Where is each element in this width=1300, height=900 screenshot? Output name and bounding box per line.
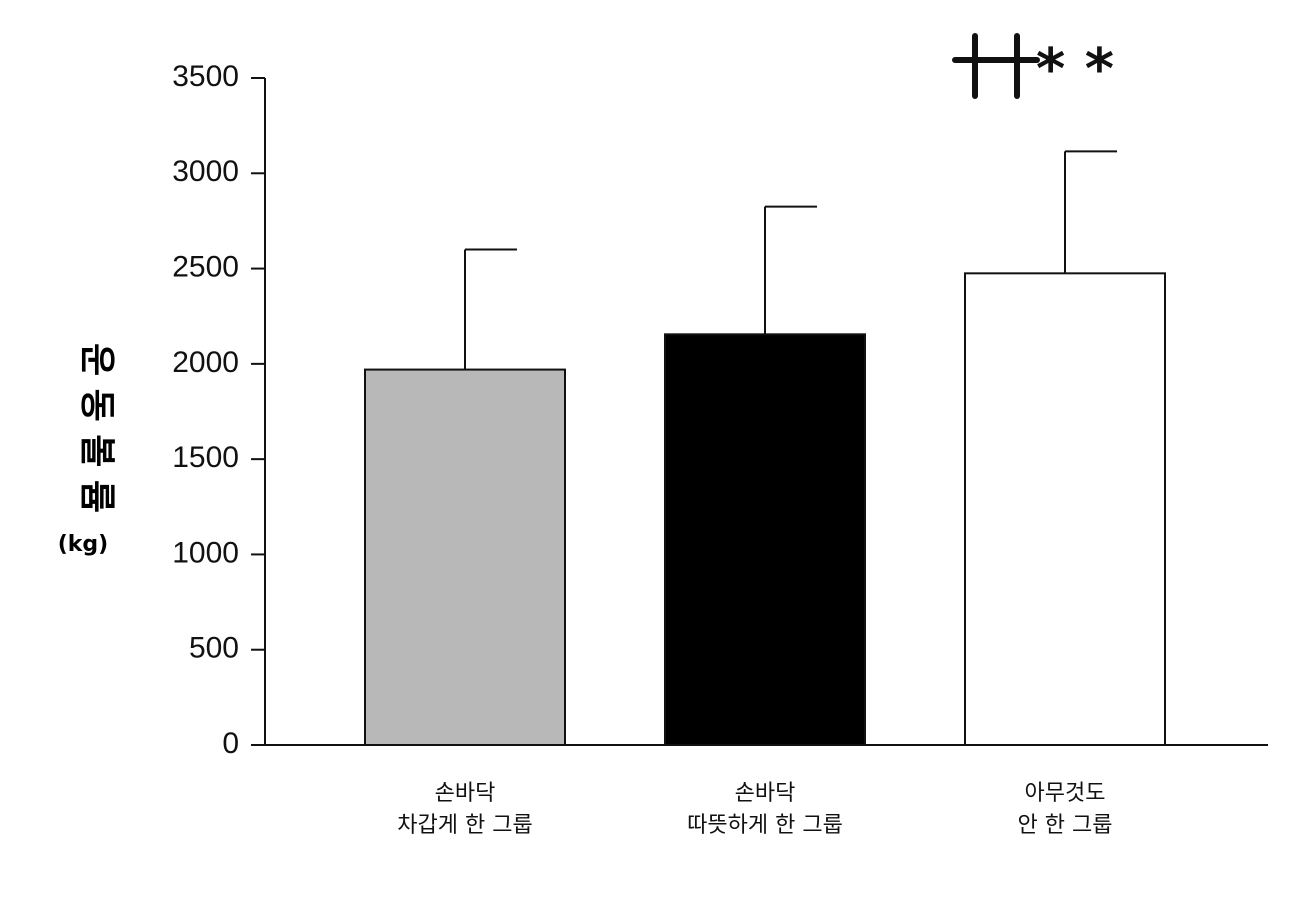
x-category-label: 손바닥 — [735, 781, 796, 806]
y-tick-label: 3000 — [172, 155, 239, 188]
bars — [364, 150, 1166, 746]
x-category-label: 아무것도 — [1025, 781, 1106, 806]
y-axis-unit: (kg) — [58, 532, 109, 557]
bar — [364, 368, 566, 746]
y-axis: 0 500 1000 1500 2000 2500 3000 3500 — [172, 60, 266, 760]
y-tick-label: 500 — [189, 632, 239, 665]
significance-stars: * * — [1036, 37, 1114, 102]
y-tick-label: 1500 — [172, 441, 239, 474]
significance-annotation: * * — [952, 33, 1114, 102]
y-axis-title: 운 동 볼 륨 — [76, 343, 117, 513]
bar — [964, 272, 1166, 746]
y-tick-label: 3500 — [172, 60, 239, 93]
y-tick-label: 2500 — [172, 250, 239, 283]
x-category-label: 안 한 그룹 — [1018, 813, 1113, 838]
bar — [664, 333, 866, 746]
y-tick-label: 2000 — [172, 346, 239, 379]
x-category-label: 차갑게 한 그룹 — [397, 813, 532, 838]
y-tick-label: 0 — [222, 727, 239, 760]
x-category-label: 손바닥 — [435, 781, 496, 806]
y-axis-label: 운 동 볼 륨 (kg) — [58, 343, 117, 557]
x-category-label: 따뜻하게 한 그룹 — [687, 813, 843, 838]
y-tick-label: 1000 — [172, 536, 239, 569]
